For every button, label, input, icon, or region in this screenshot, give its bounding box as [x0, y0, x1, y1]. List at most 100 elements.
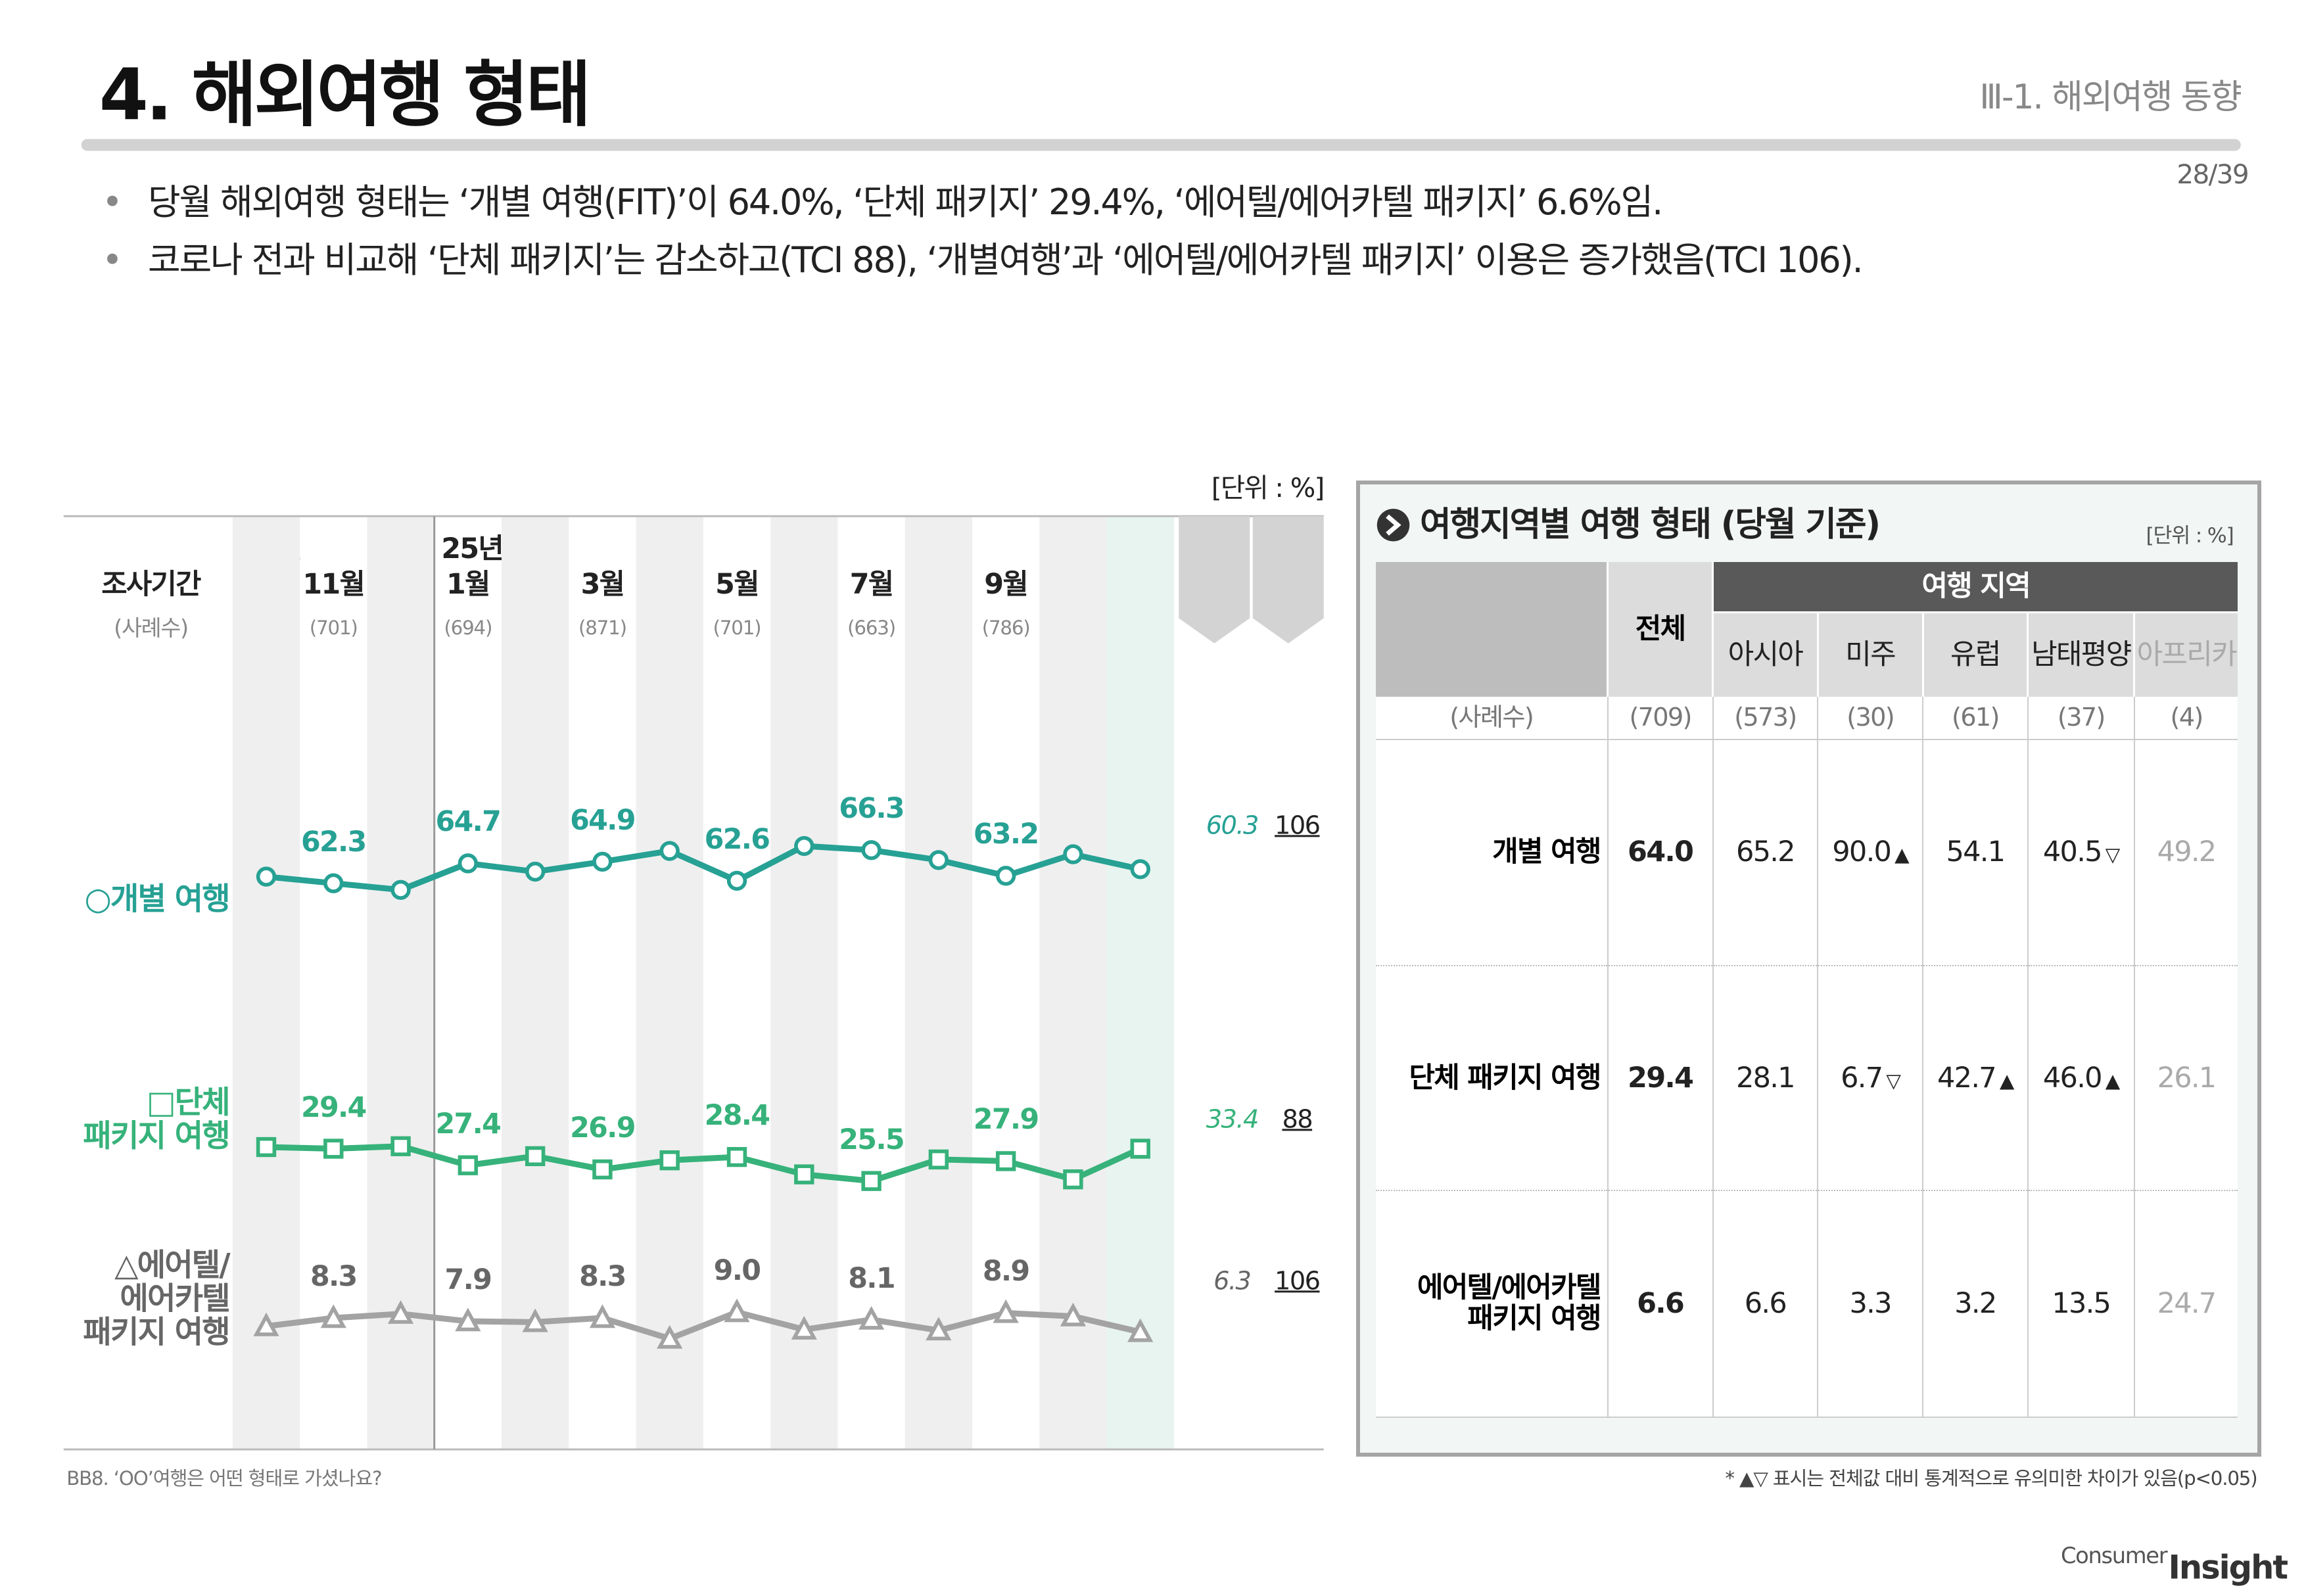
- marker: [458, 853, 479, 874]
- data-label: 8.9: [982, 1255, 1030, 1288]
- row-label: 개별 여행: [1375, 739, 1609, 967]
- series-line: [266, 1143, 1142, 1185]
- sample-size: (871): [578, 617, 627, 640]
- logo-word: Insight: [2168, 1548, 2289, 1587]
- marker: [926, 1317, 952, 1341]
- sample-size: (658): [914, 617, 963, 640]
- sample-size: (669): [1049, 617, 1098, 640]
- table-cell: 40.5 ▽: [2027, 739, 2135, 967]
- table-cell: 46.0 ▲: [2027, 966, 2135, 1192]
- table-unit: [단위 : %]: [2146, 523, 2234, 548]
- x-tick-label: 9월: [984, 567, 1028, 601]
- sample-size: (786): [981, 617, 1031, 640]
- sample-size: (711): [242, 617, 291, 640]
- data-label: 29.6: [233, 1089, 300, 1122]
- table-cell: 6.6: [1607, 1190, 1714, 1418]
- tci-value: 88: [1282, 1104, 1313, 1135]
- marker: [794, 1164, 814, 1185]
- data-label: 66.3: [839, 792, 905, 826]
- marker: [791, 1315, 817, 1340]
- data-label: 62.3: [300, 825, 367, 858]
- sample-label: (사례수): [114, 615, 189, 642]
- cell-value: 26.1: [2157, 1061, 2217, 1094]
- cell-value: 90.0: [1832, 835, 1892, 869]
- column-header: 아프리카: [2134, 611, 2238, 697]
- data-label: 25.5: [839, 1123, 905, 1156]
- legend-entry: □단체 패키지 여행: [83, 1085, 230, 1155]
- table-cell: 28.1: [1712, 966, 1819, 1192]
- cell-value: 13.5: [2052, 1286, 2111, 1320]
- data-label: 28.1: [906, 1101, 972, 1135]
- data-label: 65.1: [906, 802, 972, 835]
- x-tick-label: 8월: [917, 567, 961, 601]
- marker: [861, 1171, 882, 1191]
- data-label: 7.8: [511, 1264, 559, 1298]
- sample-size: (815): [780, 617, 829, 640]
- x-tick-label: 11월: [302, 567, 365, 601]
- region-table: 전체 여행 지역 아시아 미주 유럽 남태평양 아프리카 (사례수) (709) (573) (30…: [1375, 562, 2238, 1418]
- column-band: [501, 516, 569, 1449]
- cell-value: 29.4: [1628, 1061, 1694, 1094]
- column-band: [905, 516, 972, 1449]
- cell-value: 6.6: [1637, 1286, 1685, 1320]
- x-tick-label: 4월: [647, 567, 692, 601]
- data-label: 66.8: [771, 787, 837, 821]
- marker: [323, 873, 344, 893]
- sample-size: (701): [713, 617, 762, 640]
- data-label: 7.9: [444, 1263, 492, 1296]
- sample-size: (879): [377, 617, 425, 640]
- sample-size: (654): [646, 617, 694, 640]
- table-cell: 3.3: [1818, 1190, 1923, 1418]
- cell-value: 40.5: [2042, 835, 2103, 869]
- column-band: [367, 516, 435, 1449]
- column-band: [232, 516, 300, 1449]
- sample-size: (694): [444, 617, 492, 640]
- compare-value: 33.4: [1206, 1104, 1259, 1135]
- data-label: 28.0: [637, 1102, 703, 1136]
- data-label: 66.2: [637, 793, 703, 826]
- data-label: 8.8: [377, 1256, 425, 1289]
- data-label: 8.5: [1050, 1258, 1097, 1292]
- data-label: 28.4: [704, 1099, 770, 1133]
- marker: [256, 866, 277, 887]
- significance-mark: ▲: [1999, 1069, 2014, 1092]
- marker: [928, 1149, 949, 1170]
- data-label: 64.7: [435, 805, 502, 839]
- tci-value: 106: [1275, 1265, 1321, 1296]
- data-label: 29.4: [300, 1091, 367, 1124]
- x-tick-label: 11월: [1109, 567, 1172, 601]
- marker: [995, 866, 1016, 886]
- sample-size: (61): [1923, 696, 2029, 741]
- marker: [861, 840, 882, 860]
- marker: [724, 1298, 750, 1323]
- data-label: 8.1: [848, 1261, 895, 1295]
- significance-mark: ▽: [1886, 1069, 1900, 1092]
- compare-header: ’19년 11월: [1179, 538, 1251, 601]
- x-tick-label: 6월: [782, 567, 826, 601]
- section-label: Ⅲ-1. 해외여행 동향: [1979, 77, 2242, 117]
- table-cell: 13.5: [2027, 1190, 2135, 1418]
- column-band: [1039, 516, 1107, 1449]
- data-label: 29.4: [1108, 1091, 1173, 1124]
- x-tick-label: 3월: [580, 567, 625, 601]
- sample-size: (663): [847, 617, 896, 640]
- marker: [256, 1137, 277, 1158]
- x-tick-label: 10월: [235, 567, 298, 601]
- marker: [323, 1138, 344, 1159]
- marker: [253, 1312, 279, 1336]
- sample-label: (사례수): [1375, 696, 1609, 741]
- data-label: 63.1: [233, 818, 300, 852]
- cell-value: 54.1: [1946, 835, 2006, 869]
- legend-entry: ○개별 여행: [84, 881, 231, 918]
- data-label: 9.0: [713, 1254, 761, 1288]
- marker: [794, 835, 814, 857]
- data-label: 65.8: [1041, 796, 1106, 830]
- x-tick-label: 10월: [1042, 567, 1105, 601]
- marker: [525, 1146, 546, 1167]
- column-band: [770, 516, 838, 1449]
- data-label: 8.3: [579, 1259, 626, 1293]
- marker: [659, 841, 680, 861]
- data-label: 62.6: [704, 822, 770, 856]
- data-label: 6.9: [780, 1271, 828, 1305]
